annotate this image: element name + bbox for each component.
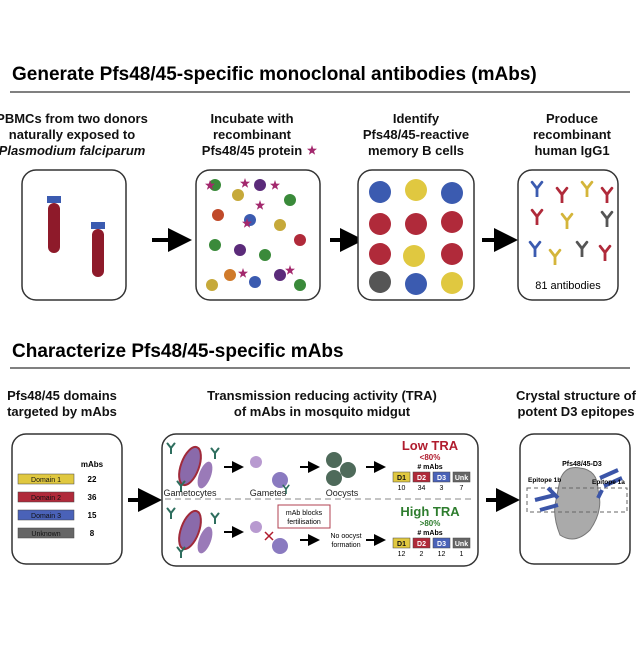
high-tra-mabs-label: # mAbs [417,530,442,537]
igg1-box [517,169,619,301]
block-note [277,504,331,529]
gametocytes-label: Gametocytes [163,488,217,498]
domain-label: Domain 3 [31,513,61,520]
tra-col-value: 34 [418,485,426,492]
svg-text:Incubate with: Incubate with [210,111,293,126]
tra-col-swatch [392,537,411,549]
domain-swatch [17,491,75,503]
domain-label: Domain 2 [31,495,61,502]
domain-count: 8 [90,529,95,538]
blood-tube-icon [47,196,105,277]
svg-text:Identify: Identify [393,111,440,126]
epitope-1a-label: Epitope 1a [592,479,625,486]
svg-text:recombinant: recombinant [213,127,292,142]
block-note-line: mAb blocks [286,510,323,517]
domain-row: Domain 1 22 [17,473,97,485]
domain-count: 22 [88,475,97,484]
tra-col-value: 2 [420,551,424,558]
svg-text:Plasmodium falciparum: Plasmodium falciparum [0,143,146,158]
low-tra-threshold: <80% [420,453,441,462]
svg-text:potent D3 epitopes: potent D3 epitopes [517,404,634,419]
step-headers: PBMCs from two donors naturally exposed … [0,111,612,158]
high-tra-threshold: >80% [420,519,441,528]
tra-col-label: D1 [397,541,406,548]
domain-label: Domain 1 [31,477,61,484]
svg-text:targeted by mAbs: targeted by mAbs [7,404,117,419]
tra-col-swatch [452,471,471,483]
low-tra-mabs-label: # mAbs [417,464,442,471]
no-oocyst-label: No oocyst [330,533,361,540]
svg-text:Produce: Produce [546,111,598,126]
tra-col-value: 3 [440,485,444,492]
tra-col-label: Unk [455,541,468,548]
svg-text:Pfs48/45-reactive: Pfs48/45-reactive [363,127,469,142]
svg-text:Crystal structure of: Crystal structure of [516,388,637,403]
high-tra-table: D1 12 D2 2 D3 12 Unk 1 [392,537,471,558]
domain-count: 15 [88,511,97,520]
tra-col-value: 7 [460,485,464,492]
domain-table: Domain 1 22 Domain 2 36 Domain 3 15 Unknown 8 [17,473,97,539]
tra-col-swatch [452,537,471,549]
svg-text:naturally exposed to: naturally exposed to [9,127,135,142]
memory-b-cells [369,179,463,295]
tra-col-label: D1 [397,475,406,482]
tra-col-swatch [432,471,451,483]
protein-surface-icon [526,467,628,540]
gametes-icon [250,456,290,554]
high-tra-title: High TRA [400,504,460,519]
block-note-line: fertilisation [287,519,321,526]
oocysts-label: Oocysts [326,488,359,498]
domain-swatch [17,527,75,539]
cells-with-protein [205,178,306,291]
domain-row: Domain 3 15 [17,509,97,521]
oocysts-icon [326,452,356,486]
section1-title: Generate Pfs48/45-specific monoclonal an… [12,64,537,85]
section2-title: Characterize Pfs48/45-specific mAbs [12,341,344,362]
domain-count: 36 [88,493,97,502]
tra-col-value: 10 [398,485,406,492]
tra-col-swatch [412,537,431,549]
domain-row: Domain 2 36 [17,491,97,503]
tra-col-label: D2 [417,475,426,482]
svg-text:recombinant: recombinant [533,127,612,142]
antibody-count: 81 antibodies [535,280,601,292]
tra-col-label: D3 [437,475,446,482]
no-oocyst-label: formation [331,542,360,549]
tra-col-value: 1 [460,551,464,558]
tra-col-value: 12 [438,551,446,558]
gametocytes-icon [166,442,220,558]
tra-col-label: D3 [437,541,446,548]
tra-col-value: 12 [398,551,406,558]
tra-col-swatch [412,471,431,483]
svg-text:Pfs48/45 domains: Pfs48/45 domains [7,388,117,403]
tra-col-swatch [432,537,451,549]
domain-swatch [17,509,75,521]
tra-col-swatch [392,471,411,483]
svg-text:Transmission reducing activity: Transmission reducing activity (TRA) [207,388,437,403]
tra-col-label: Unk [455,475,468,482]
pbmc-box [21,169,127,301]
svg-text:human IgG1: human IgG1 [534,143,609,158]
epitope-1b-label: Epitope 1b [528,477,561,484]
protein-label: Pfs48/45-D3 [562,461,602,468]
section2-headers: Pfs48/45 domains targeted by mAbs Transm… [7,388,637,419]
svg-text:PBMCs from two donors: PBMCs from two donors [0,111,148,126]
domain-label: Unknown [31,531,60,538]
svg-text:of mAbs in mosquito midgut: of mAbs in mosquito midgut [234,404,411,419]
domain-row: Unknown 8 [17,527,95,539]
mabs-column-label: mAbs [81,460,104,469]
tra-col-label: D2 [417,541,426,548]
low-tra-table: D1 10 D2 34 D3 3 Unk 7 [392,471,471,492]
svg-text:memory B cells: memory B cells [368,143,464,158]
domain-swatch [17,473,75,485]
low-tra-title: Low TRA [402,438,459,453]
gametes-label: Gametes [250,488,287,498]
svg-text:Pfs48/45 protein: Pfs48/45 protein [202,143,302,158]
